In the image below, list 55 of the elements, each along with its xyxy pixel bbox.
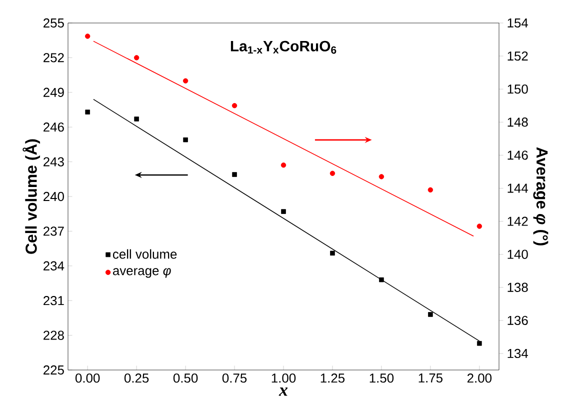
point [379, 277, 384, 282]
y-tick-label: 234 [44, 261, 64, 270]
y-tick-label: 246 [44, 122, 64, 132]
y2-tick-label: 152 [508, 51, 528, 61]
point [281, 209, 286, 214]
point [85, 110, 90, 114]
y2-tick-label: 134 [508, 348, 528, 358]
y-axis-title: Cell volume (Å) [22, 139, 40, 254]
x-tick-label: 1.25 [320, 374, 345, 383]
y2-tick-label: 150 [508, 84, 528, 94]
point [232, 103, 238, 108]
point [280, 162, 286, 168]
y-tick-label: 252 [44, 53, 64, 62]
point [330, 250, 335, 256]
y2-axis-title: Average φ (°) [533, 147, 548, 246]
point [85, 34, 90, 39]
y2-tick-label: 138 [508, 282, 528, 292]
y-tick-label: 249 [44, 88, 64, 97]
point [134, 55, 140, 60]
y2-tick-label: 136 [508, 316, 528, 326]
point [183, 137, 188, 142]
y2-tick-label: 142 [508, 216, 528, 226]
y-tick-label: 228 [44, 330, 64, 340]
point [134, 116, 139, 122]
point [428, 187, 434, 192]
y-tick-label: 225 [44, 365, 64, 375]
y-tick-label: 243 [44, 157, 64, 166]
x-axis-title: x [278, 388, 288, 396]
y2-tick-label: 154 [508, 18, 528, 28]
y2-tick-label: 146 [508, 150, 528, 160]
x-tick-label: 2.00 [467, 374, 492, 383]
point [477, 341, 482, 346]
point [232, 172, 237, 177]
y2-tick-label: 140 [508, 250, 528, 259]
y-tick-label: 255 [44, 18, 64, 28]
point [378, 174, 384, 180]
legend-label: cell volume [112, 249, 177, 259]
x-tick-label: 0.75 [222, 374, 247, 383]
y2-tick-label: 148 [508, 118, 528, 127]
x-tick-label: 0.00 [75, 374, 100, 383]
chart-title: La$_{1-x}$Y$_{x}$CoRuO$_{6}$ [230, 40, 336, 54]
point [182, 78, 188, 84]
x-tick-label: 1.50 [370, 374, 394, 383]
point [428, 312, 433, 317]
x-tick-label: 0.50 [173, 374, 198, 383]
x-tick-label: 1.00 [272, 374, 296, 383]
point [476, 224, 482, 229]
x-tick-label: 0.25 [124, 374, 149, 383]
y-tick-label: 237 [44, 226, 64, 236]
y-tick-label: 240 [44, 192, 64, 202]
point [330, 170, 336, 176]
y-tick-label: 231 [44, 296, 64, 306]
legend-label: average φ [112, 268, 171, 278]
x-tick-label: 1.75 [418, 374, 442, 383]
y2-tick-label: 144 [508, 184, 528, 193]
